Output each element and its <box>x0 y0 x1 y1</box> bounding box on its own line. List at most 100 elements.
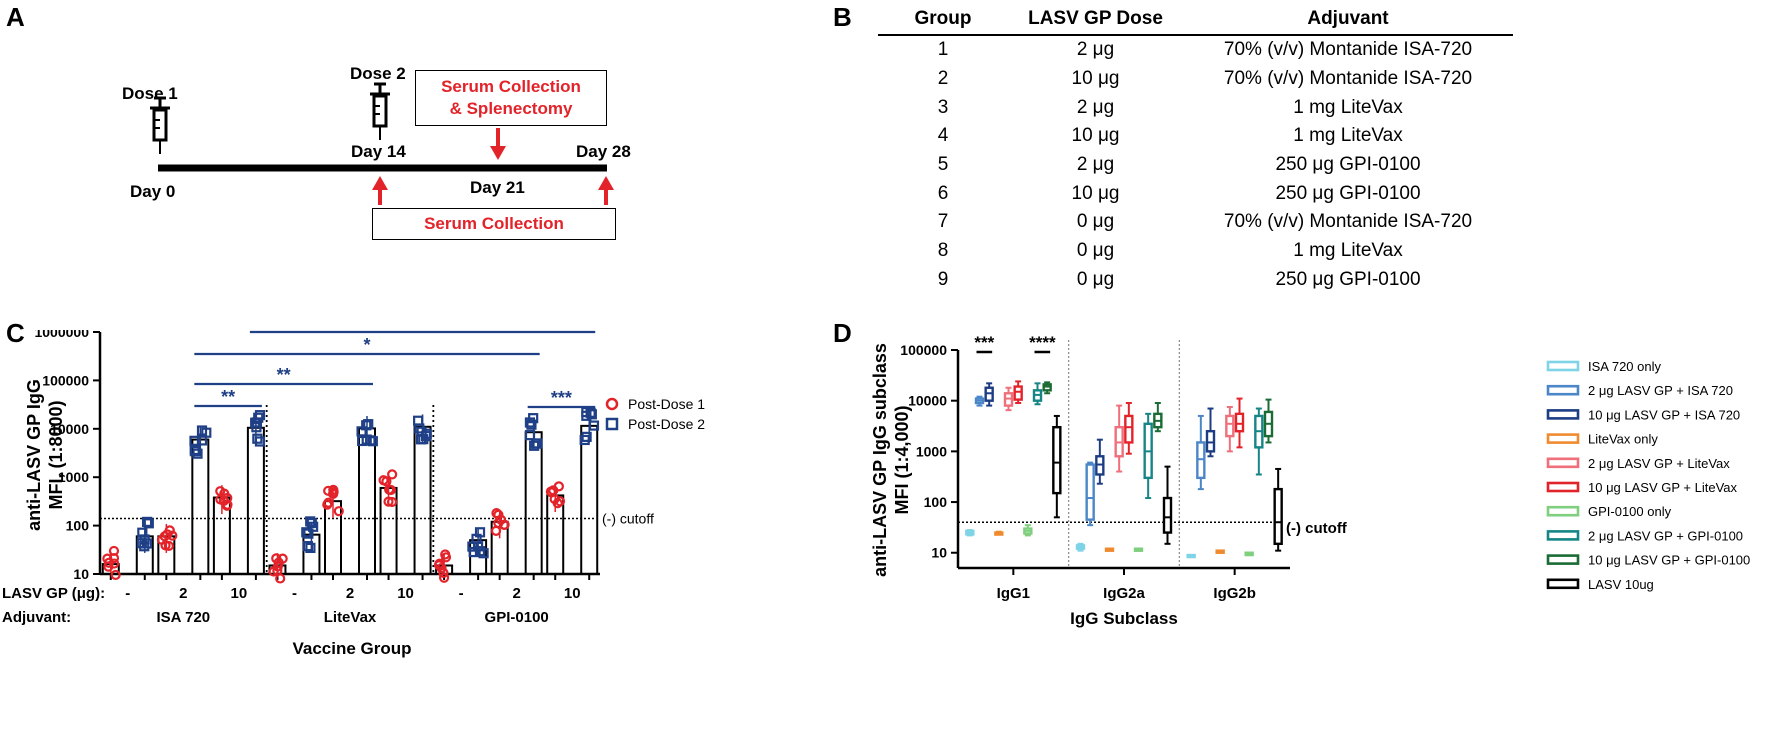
day21-label: Day 21 <box>470 178 525 197</box>
syringe-icon <box>370 82 390 140</box>
legend-swatch <box>1546 409 1580 420</box>
legend-label: GPI-0100 only <box>1588 504 1672 519</box>
y-tick-label: 10000 <box>50 421 89 437</box>
data-point <box>254 436 266 447</box>
x-tick-label: - <box>459 585 464 602</box>
data-point <box>526 419 537 430</box>
table-row: 6 10 μg 250 μg GPI-0100 <box>878 179 1513 208</box>
cutoff-label: (-) cutoff <box>1286 520 1348 537</box>
serum-splenectomy-box: Serum Collection & Splenectomy <box>415 70 607 126</box>
box <box>1085 463 1095 521</box>
significance-label: * <box>363 335 370 355</box>
data-point <box>378 475 389 486</box>
significance-label: ** <box>277 365 291 385</box>
table-cell: 70% (v/v) Montanide ISA-720 <box>1223 211 1473 233</box>
serum-splenectomy-line2: & Splenectomy <box>449 99 573 118</box>
table-cell: 0 μg <box>1076 211 1115 233</box>
data-point <box>549 493 560 505</box>
legend-swatch <box>1546 481 1580 493</box>
x-tick-label: 2 <box>512 585 520 602</box>
table-row: 5 2 μg 250 μg GPI-0100 <box>878 151 1513 180</box>
data-point <box>303 528 314 539</box>
box <box>1273 487 1283 546</box>
syringe-icon <box>150 96 170 154</box>
data-point <box>253 412 264 423</box>
data-point <box>164 525 175 536</box>
legend-swatch <box>1546 433 1580 444</box>
data-point <box>323 485 334 496</box>
table-cell: 70% (v/v) Montanide ISA-720 <box>1223 68 1473 90</box>
data-point <box>581 410 592 421</box>
legend-marker <box>605 397 619 411</box>
table-cell: 1 mg LiteVax <box>1293 96 1403 118</box>
y-tick-label: 10000 <box>908 393 947 409</box>
legend-swatch <box>1546 360 1580 372</box>
x-tick-label: 10 <box>564 585 581 602</box>
data-point <box>333 506 344 517</box>
y-tick-label: 100 <box>924 494 948 510</box>
table-cell: 1 <box>937 39 949 61</box>
bar <box>191 438 210 575</box>
table-header: Adjuvant <box>1183 8 1513 36</box>
table-cell: 7 <box>937 211 949 233</box>
data-point <box>528 413 539 424</box>
significance-label: ** <box>416 330 430 333</box>
table-cell: 0 μg <box>1076 268 1115 290</box>
panel-label-a: A <box>6 2 25 32</box>
data-point <box>386 496 398 508</box>
row-label-gp: LASV GP (μg): <box>2 585 105 602</box>
x-tick-label: 2 <box>179 585 187 602</box>
table-cell: 3 <box>937 96 949 118</box>
table-cell: 8 <box>937 240 949 262</box>
box <box>1124 414 1134 444</box>
data-point <box>524 430 536 441</box>
legend-swatch <box>1546 384 1580 396</box>
arrow-up-icon <box>598 176 614 205</box>
data-point <box>588 420 600 431</box>
data-point <box>323 497 334 508</box>
x-tick-label: IgG1 <box>997 585 1030 602</box>
data-point <box>490 525 502 536</box>
group-table: Group LASV GP Dose Adjuvant 1 2 μg 70% (v/… <box>878 8 1513 294</box>
y-axis-label-line2: MFI, (1:8000) <box>46 400 66 509</box>
adjuvant-label: GPI-0100 <box>485 609 549 626</box>
data-point <box>385 484 397 496</box>
table-cell: 0 μg <box>1076 240 1115 262</box>
data-point <box>108 553 120 564</box>
adjuvant-label: ISA 720 <box>157 609 211 626</box>
data-point <box>586 409 597 420</box>
x-tick-label: IgG2b <box>1213 585 1256 602</box>
cutoff-label: (-) cutoff <box>602 511 654 527</box>
data-point <box>143 518 154 529</box>
data-point <box>553 481 564 492</box>
table-cell: 10 μg <box>1071 125 1120 147</box>
data-point <box>306 517 317 529</box>
day28-label: Day 28 <box>576 142 631 161</box>
serum-collection-box: Serum Collection <box>372 208 616 240</box>
x-axis-title: IgG Subclass <box>1070 609 1178 628</box>
data-point <box>137 527 148 538</box>
box <box>1234 412 1245 433</box>
table-header: LASV GP Dose <box>1008 8 1183 36</box>
table-row: 4 10 μg 1 mg LiteVax <box>878 122 1513 151</box>
dose2-label: Dose 2 <box>350 64 406 83</box>
x-tick-label: - <box>292 585 297 602</box>
y-tick-label: 1000 <box>916 443 947 459</box>
data-point <box>472 541 484 552</box>
y-tick-label: 100000 <box>42 372 89 388</box>
data-point <box>305 516 316 527</box>
significance-label: ** <box>221 387 235 407</box>
data-point <box>222 499 233 510</box>
legend-swatch <box>1546 578 1580 590</box>
legend-marker <box>605 417 619 431</box>
table-header-row: Group LASV GP Dose Adjuvant <box>878 8 1513 36</box>
data-point <box>413 415 424 426</box>
adjuvant-label: LiteVax <box>324 609 377 626</box>
arrow-down-icon <box>490 128 506 160</box>
row-label-adjuvant: Adjuvant: <box>2 609 71 626</box>
table-cell: 2 μg <box>1076 96 1115 118</box>
box <box>1162 496 1173 534</box>
data-point <box>110 569 121 581</box>
data-point <box>498 519 510 530</box>
